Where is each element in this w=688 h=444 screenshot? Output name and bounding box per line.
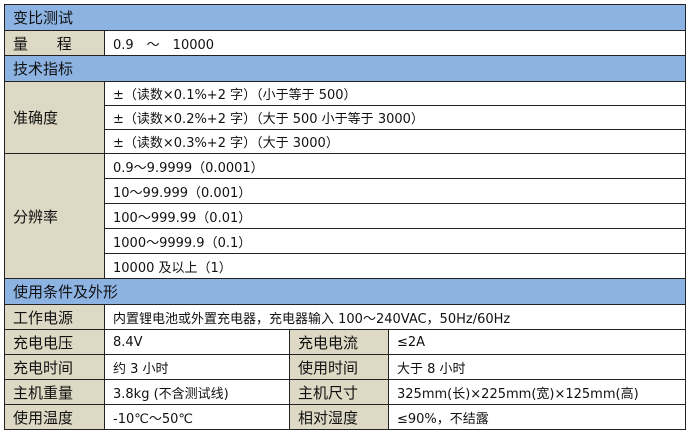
section-ratio-test: 变比测试: [4, 4, 686, 31]
resolution-label: 分辨率: [4, 153, 105, 279]
weight-value: 3.8kg (不含测试线): [104, 379, 290, 405]
resolution-item: 10000 及以上（1）: [104, 253, 686, 279]
accuracy-item: ±（读数×0.3%+2 字）（大于 3000）: [104, 129, 686, 154]
charge-voltage-value: 8.4V: [104, 329, 290, 355]
temperature-value: -10℃～50℃: [104, 404, 290, 430]
charge-time-value: 约 3 小时: [104, 354, 290, 380]
resolution-item: 10～99.999（0.001）: [104, 178, 686, 204]
section-conditions: 使用条件及外形: [4, 278, 686, 305]
range-value: 0.9 ～ 10000: [104, 30, 686, 56]
resolution-item: 1000～9999.9（0.1）: [104, 228, 686, 254]
accuracy-item: ±（读数×0.1%+2 字）（小于等于 500）: [104, 81, 686, 106]
power-label: 工作电源: [4, 304, 105, 330]
size-label: 主机尺寸: [289, 379, 389, 405]
usage-time-label: 使用时间: [289, 354, 389, 380]
range-label: 量 程: [4, 30, 105, 56]
section-tech-specs: 技术指标: [4, 55, 686, 82]
usage-time-value: 大于 8 小时: [388, 354, 686, 380]
spec-table: 变比测试 量 程 0.9 ～ 10000 技术指标 准确度 ±（读数×0.1%+…: [4, 4, 686, 430]
charge-current-value: ≤2A: [388, 329, 686, 355]
temperature-label: 使用温度: [4, 404, 105, 430]
charge-time-label: 充电时间: [4, 354, 105, 380]
accuracy-item: ±（读数×0.2%+2 字）（大于 500 小于等于 3000）: [104, 105, 686, 130]
humidity-value: ≤90%，不结露: [388, 404, 686, 430]
resolution-item: 0.9～9.9999（0.0001）: [104, 153, 686, 179]
resolution-item: 100～999.99（0.01）: [104, 203, 686, 229]
humidity-label: 相对湿度: [289, 404, 389, 430]
weight-label: 主机重量: [4, 379, 105, 405]
accuracy-label: 准确度: [4, 81, 105, 154]
power-value: 内置锂电池或外置充电器，充电器输入 100～240VAC，50Hz/60Hz: [104, 304, 686, 330]
charge-voltage-label: 充电电压: [4, 329, 105, 355]
size-value: 325mm(长)×225mm(宽)×125mm(高): [388, 379, 686, 405]
charge-current-label: 充电电流: [289, 329, 389, 355]
